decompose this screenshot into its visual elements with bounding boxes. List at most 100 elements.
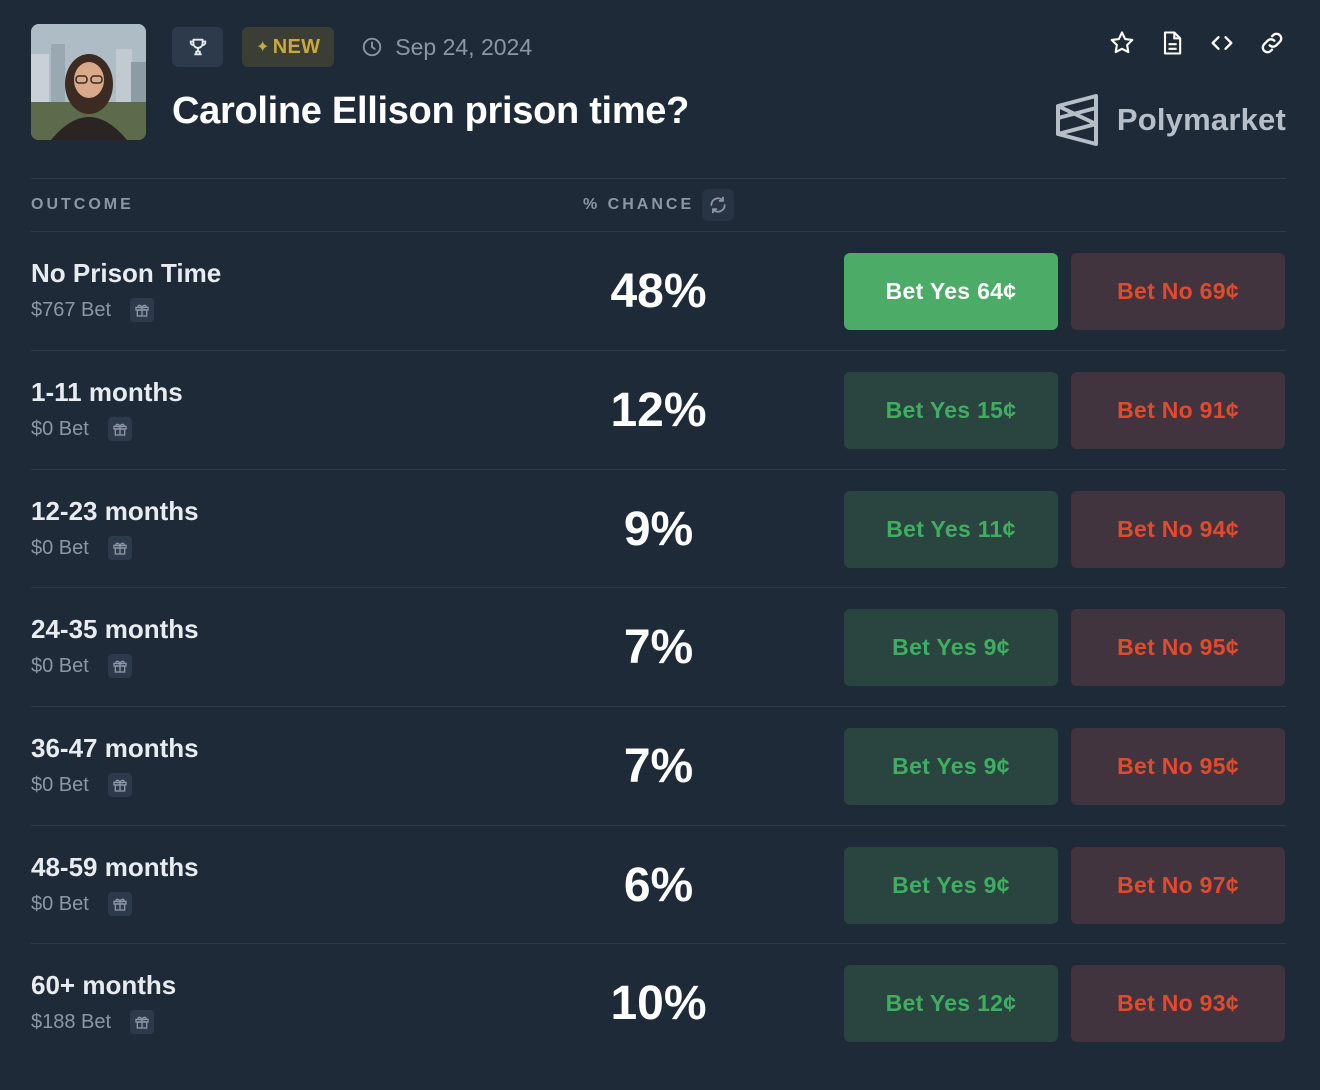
market-avatar	[31, 24, 146, 140]
market-header: ✦ NEW Sep 24, 2024 Caroline Ellison pris…	[31, 24, 1286, 146]
bet-no-button[interactable]: Bet No 91¢	[1071, 372, 1285, 449]
bet-no-button[interactable]: Bet No 69¢	[1071, 253, 1285, 330]
avatar-image	[31, 24, 146, 140]
row-divider	[31, 350, 1286, 351]
favorite-button[interactable]	[1108, 28, 1136, 58]
row-divider	[31, 469, 1286, 470]
bet-no-button[interactable]: Bet No 97¢	[1071, 847, 1285, 924]
outcome-name: No Prison Time	[31, 258, 222, 288]
gift-icon	[113, 542, 127, 555]
new-badge: ✦ NEW	[242, 27, 335, 67]
gift-icon	[135, 1016, 149, 1029]
gift-button[interactable]	[107, 536, 132, 560]
gift-button[interactable]	[107, 773, 132, 797]
chance-value: 10%	[610, 977, 707, 1030]
chance-value: 9%	[623, 503, 694, 556]
outcome-name: 12-23 months	[31, 496, 199, 526]
outcome-volume: $0 Bet	[31, 654, 132, 678]
sparkle-icon: ✦	[256, 39, 270, 56]
trophy-icon	[189, 38, 206, 56]
gift-button[interactable]	[130, 1010, 155, 1034]
bet-volume: $0 Bet	[31, 773, 89, 796]
header-actions	[1108, 28, 1286, 58]
chance-value: 7%	[623, 740, 694, 793]
trophy-button[interactable]	[172, 27, 223, 67]
bet-yes-button[interactable]: Bet Yes 15¢	[844, 372, 1058, 449]
gift-icon	[113, 779, 127, 792]
bet-volume: $0 Bet	[31, 892, 89, 915]
polymarket-logo-icon	[1055, 94, 1098, 146]
market-title: Caroline Ellison prison time?	[172, 90, 690, 132]
bet-yes-button[interactable]: Bet Yes 12¢	[844, 965, 1058, 1042]
copy-link-button[interactable]	[1258, 28, 1286, 58]
outcome-row[interactable]: 60+ months $188 Bet 10% Bet Yes 12¢ Bet No 9…	[31, 944, 1286, 1062]
refresh-icon	[710, 196, 726, 214]
gift-icon	[135, 304, 149, 317]
brand-name: Polymarket	[1116, 102, 1286, 137]
chance-value: 12%	[610, 384, 707, 437]
bet-volume: $767 Bet	[31, 298, 112, 321]
outcome-name: 60+ months	[31, 970, 177, 1000]
gift-button[interactable]	[107, 892, 132, 916]
outcome-volume: $0 Bet	[31, 773, 132, 797]
bet-no-button[interactable]: Bet No 95¢	[1071, 728, 1285, 805]
chance-header-label: % CHANCE	[583, 196, 695, 213]
gift-button[interactable]	[130, 298, 155, 322]
bet-no-button[interactable]: Bet No 94¢	[1071, 491, 1285, 568]
embed-button[interactable]	[1208, 28, 1236, 58]
bet-yes-button[interactable]: Bet Yes 11¢	[844, 491, 1058, 568]
brand: Polymarket	[1055, 94, 1286, 146]
bet-yes-button[interactable]: Bet Yes 9¢	[844, 847, 1058, 924]
star-icon	[1110, 31, 1134, 54]
outcome-column-header: OUTCOME	[31, 196, 134, 214]
outcome-volume: $0 Bet	[31, 892, 132, 916]
bet-volume: $0 Bet	[31, 654, 89, 677]
bet-volume: $188 Bet	[31, 1010, 112, 1033]
link-icon	[1261, 32, 1283, 54]
outcome-name: 48-59 months	[31, 852, 199, 882]
gift-icon	[113, 660, 127, 673]
row-divider	[31, 706, 1286, 707]
outcome-name: 24-35 months	[31, 614, 199, 644]
refresh-button[interactable]	[702, 189, 735, 221]
bet-no-button[interactable]: Bet No 95¢	[1071, 609, 1285, 686]
gift-button[interactable]	[107, 417, 132, 441]
outcome-name: 36-47 months	[31, 733, 199, 763]
bet-volume: $0 Bet	[31, 536, 89, 559]
rules-button[interactable]	[1158, 28, 1186, 58]
outcome-row[interactable]: 1-11 months $0 Bet 12% Bet Yes 15¢ Bet No 91…	[31, 351, 1286, 469]
bet-volume: $0 Bet	[31, 417, 89, 440]
row-divider	[31, 825, 1286, 826]
bet-yes-button[interactable]: Bet Yes 64¢	[844, 253, 1058, 330]
outcome-row[interactable]: 24-35 months $0 Bet 7% Bet Yes 9¢ Bet No 95¢	[31, 588, 1286, 706]
row-divider	[31, 943, 1286, 944]
date-text: Sep 24, 2024	[395, 33, 533, 60]
meta-row: ✦ NEW Sep 24, 2024	[172, 27, 532, 67]
new-badge-label: NEW	[272, 35, 321, 58]
outcome-row[interactable]: No Prison Time $767 Bet 48% Bet Yes 64¢ Bet …	[31, 232, 1286, 350]
gift-button[interactable]	[107, 654, 132, 678]
clock-icon	[363, 37, 382, 57]
outcome-row[interactable]: 12-23 months $0 Bet 9% Bet Yes 11¢ Bet No 94…	[31, 470, 1286, 588]
market-date: Sep 24, 2024	[361, 34, 532, 61]
gift-icon	[113, 423, 127, 436]
chance-value: 7%	[623, 621, 694, 674]
outcome-row[interactable]: 36-47 months $0 Bet 7% Bet Yes 9¢ Bet No 95¢	[31, 707, 1286, 825]
document-icon	[1163, 31, 1182, 55]
bet-yes-button[interactable]: Bet Yes 9¢	[844, 609, 1058, 686]
code-icon	[1211, 36, 1233, 50]
chance-value: 48%	[610, 265, 707, 318]
gift-icon	[113, 898, 127, 911]
row-divider	[31, 587, 1286, 588]
divider	[31, 231, 1286, 232]
outcome-name: 1-11 months	[31, 377, 183, 407]
outcome-volume: $188 Bet	[31, 1010, 155, 1034]
outcome-volume: $0 Bet	[31, 417, 132, 441]
outcome-volume: $767 Bet	[31, 298, 155, 322]
outcome-row[interactable]: 48-59 months $0 Bet 6% Bet Yes 9¢ Bet No 97¢	[31, 826, 1286, 944]
bet-no-button[interactable]: Bet No 93¢	[1071, 965, 1285, 1042]
divider	[31, 178, 1286, 179]
outcome-header-label: OUTCOME	[31, 196, 134, 213]
bet-yes-button[interactable]: Bet Yes 9¢	[844, 728, 1058, 805]
chance-column-header: % CHANCE	[583, 189, 735, 221]
